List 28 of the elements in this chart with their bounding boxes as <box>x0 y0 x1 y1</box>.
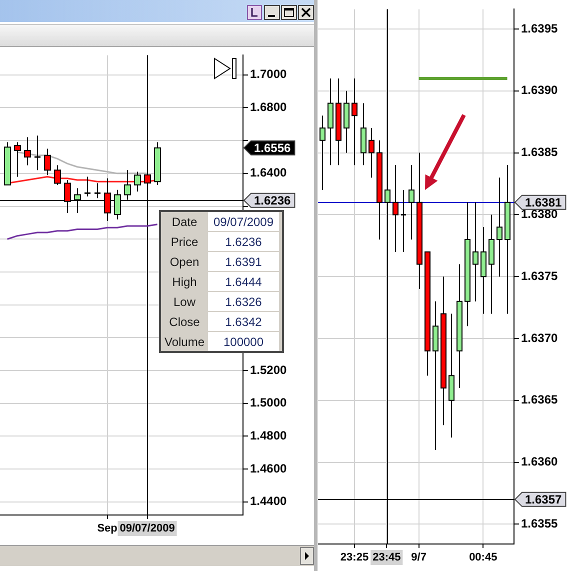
y-tick-label: 1.4800 <box>250 428 288 442</box>
y-tick-label: 1.6370 <box>521 330 558 345</box>
x-tick-label: 09/07/2009 <box>120 522 175 535</box>
ref-line-label: 1.6357 <box>525 492 562 507</box>
y-tick-label: 1.6360 <box>521 454 558 469</box>
x-tick-label: 23:45 <box>372 552 401 564</box>
text: 1.6556 <box>254 141 292 156</box>
x-tick-label: 9/7 <box>411 552 426 564</box>
ref-line-label: 1.6381 <box>525 196 562 210</box>
x-tick-label: Sep <box>97 522 118 535</box>
tooltip: Date 09/07/2009 Price 1.6236 Open 1.6391 High 1.6444 Low 1.6326 Close 1.6342 Volume 100000 <box>159 210 284 353</box>
y-tick-label: 1.6355 <box>521 516 558 531</box>
y-tick-label: 1.5000 <box>250 396 288 410</box>
y-tick-label: 1.5200 <box>250 362 288 377</box>
y-tick-label: 1.6400 <box>250 166 288 180</box>
y-tick-label: 1.6395 <box>521 21 558 36</box>
y-tick-label: 1.6365 <box>521 392 558 407</box>
x-tick-label: 23:25 <box>340 552 369 564</box>
y-tick-label: 1.4400 <box>250 494 288 508</box>
y-tick-label: 1.7000 <box>250 67 288 82</box>
x-tick-label: 00:45 <box>469 552 498 564</box>
y-tick-label: 1.6800 <box>250 100 288 114</box>
y-tick-label: 1.6385 <box>521 145 558 160</box>
y-tick-label: 1.6375 <box>521 268 558 283</box>
y-tick-label: 1.6380 <box>521 207 558 222</box>
ref-line-label: 1.6236 <box>254 194 292 208</box>
y-tick-label: 1.6390 <box>521 83 558 98</box>
y-tick-label: 1.4600 <box>250 461 288 476</box>
